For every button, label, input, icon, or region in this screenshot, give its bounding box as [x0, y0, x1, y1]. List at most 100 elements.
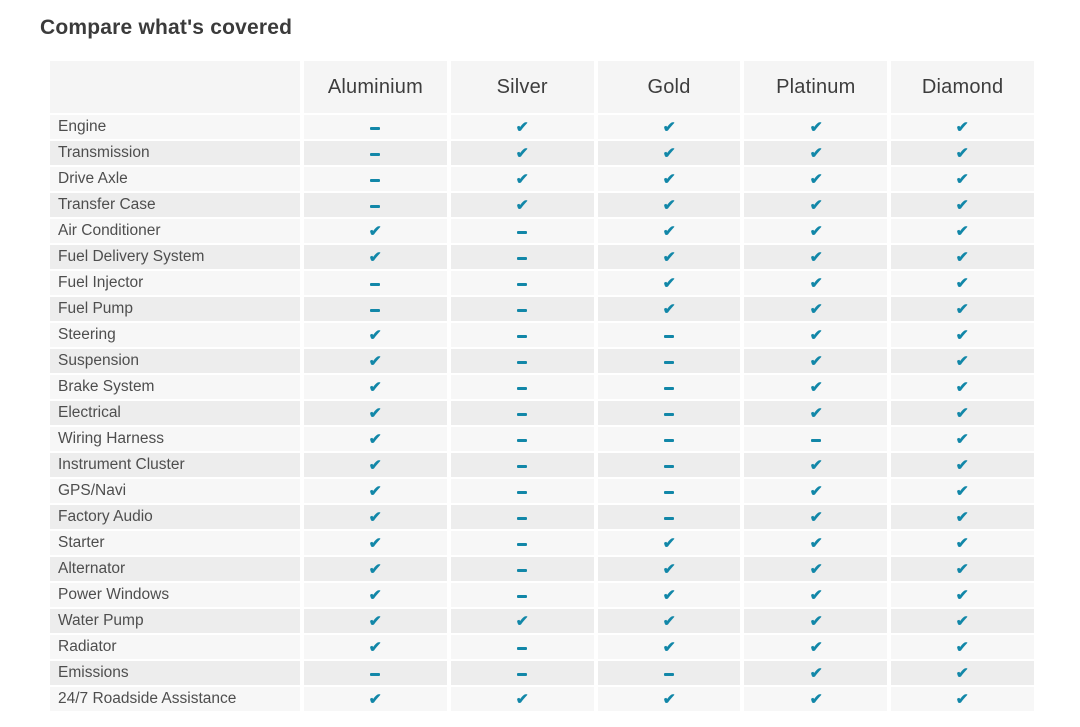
dash-icon — [663, 517, 674, 520]
check-icon: ✔ — [955, 300, 970, 318]
coverage-cell — [597, 349, 741, 373]
check-icon: ✔ — [955, 560, 970, 578]
coverage-cell — [304, 661, 447, 685]
dash-icon — [517, 439, 528, 442]
coverage-cell: ✔ — [891, 687, 1034, 711]
coverage-cell: ✔ — [891, 323, 1034, 347]
coverage-cell: ✔ — [304, 453, 447, 477]
dash-icon — [517, 491, 528, 494]
check-icon: ✔ — [515, 690, 529, 708]
check-icon: ✔ — [809, 378, 823, 396]
check-icon: ✔ — [955, 118, 970, 136]
coverage-cell — [450, 531, 594, 555]
check-icon: ✔ — [662, 560, 676, 578]
check-icon: ✔ — [955, 170, 970, 188]
check-icon: ✔ — [809, 118, 823, 136]
coverage-cell: ✔ — [304, 609, 447, 633]
table-row: Factory Audio ✔ ✔ ✔ — [50, 505, 1034, 529]
coverage-cell: ✔ — [597, 219, 741, 243]
coverage-comparison-table: Aluminium Silver Gold Platinum Diamond E… — [50, 61, 1034, 711]
row-label: Alternator — [50, 557, 300, 581]
coverage-cell: ✔ — [597, 245, 741, 269]
coverage-cell — [450, 557, 594, 581]
coverage-cell — [597, 453, 741, 477]
check-icon: ✔ — [809, 534, 823, 552]
coverage-cell — [450, 427, 594, 451]
coverage-cell: ✔ — [744, 401, 888, 425]
coverage-cell: ✔ — [744, 115, 888, 139]
coverage-cell — [597, 479, 741, 503]
coverage-cell: ✔ — [450, 115, 594, 139]
check-icon: ✔ — [662, 690, 676, 708]
coverage-cell: ✔ — [744, 271, 888, 295]
check-icon: ✔ — [809, 482, 823, 500]
coverage-cell — [597, 375, 741, 399]
coverage-cell: ✔ — [304, 635, 447, 659]
coverage-cell — [450, 245, 594, 269]
check-icon: ✔ — [662, 196, 676, 214]
check-icon: ✔ — [955, 378, 970, 396]
coverage-cell: ✔ — [891, 583, 1034, 607]
coverage-cell — [450, 297, 594, 321]
row-label: Wiring Harness — [50, 427, 300, 451]
check-icon: ✔ — [368, 326, 383, 344]
coverage-cell: ✔ — [744, 583, 888, 607]
dash-icon — [810, 439, 821, 442]
check-icon: ✔ — [662, 118, 676, 136]
check-icon: ✔ — [955, 638, 970, 656]
coverage-cell: ✔ — [304, 583, 447, 607]
table-row: GPS/Navi ✔ ✔ ✔ — [50, 479, 1034, 503]
coverage-cell: ✔ — [744, 245, 888, 269]
check-icon: ✔ — [662, 222, 676, 240]
table-row: Instrument Cluster ✔ ✔ ✔ — [50, 453, 1034, 477]
page-title: Compare what's covered — [40, 16, 293, 39]
coverage-cell — [744, 427, 888, 451]
check-icon: ✔ — [368, 456, 383, 474]
table-row: Engine ✔ ✔ ✔ ✔ — [50, 115, 1034, 139]
check-icon: ✔ — [515, 144, 529, 162]
coverage-cell: ✔ — [597, 297, 741, 321]
check-icon: ✔ — [368, 430, 383, 448]
check-icon: ✔ — [662, 300, 676, 318]
row-label: Radiator — [50, 635, 300, 659]
check-icon: ✔ — [809, 586, 823, 604]
check-icon: ✔ — [809, 352, 823, 370]
check-icon: ✔ — [368, 404, 383, 422]
dash-icon — [517, 595, 528, 598]
coverage-cell: ✔ — [744, 661, 888, 685]
table-row: Fuel Pump ✔ ✔ ✔ — [50, 297, 1034, 321]
check-icon: ✔ — [368, 482, 383, 500]
row-label: Fuel Delivery System — [50, 245, 300, 269]
table-row: Suspension ✔ ✔ ✔ — [50, 349, 1034, 373]
dash-icon — [517, 231, 528, 234]
coverage-cell: ✔ — [891, 167, 1034, 191]
table-row: Electrical ✔ ✔ ✔ — [50, 401, 1034, 425]
coverage-cell: ✔ — [597, 115, 741, 139]
check-icon: ✔ — [809, 612, 823, 630]
coverage-cell: ✔ — [891, 505, 1034, 529]
coverage-cell: ✔ — [304, 401, 447, 425]
dash-icon — [663, 465, 674, 468]
check-icon: ✔ — [955, 274, 970, 292]
check-icon: ✔ — [662, 248, 676, 266]
coverage-cell: ✔ — [744, 687, 888, 711]
coverage-cell: ✔ — [450, 167, 594, 191]
coverage-cell: ✔ — [304, 349, 447, 373]
coverage-cell: ✔ — [891, 479, 1034, 503]
dash-icon — [663, 491, 674, 494]
check-icon: ✔ — [368, 352, 383, 370]
table-row: Emissions ✔ ✔ — [50, 661, 1034, 685]
row-label: Instrument Cluster — [50, 453, 300, 477]
dash-icon — [663, 335, 674, 338]
row-label: Fuel Injector — [50, 271, 300, 295]
coverage-cell: ✔ — [744, 141, 888, 165]
coverage-cell: ✔ — [744, 375, 888, 399]
coverage-cell: ✔ — [304, 427, 447, 451]
coverage-cell: ✔ — [891, 453, 1034, 477]
dash-icon — [517, 309, 528, 312]
coverage-cell: ✔ — [744, 505, 888, 529]
check-icon: ✔ — [809, 170, 823, 188]
table-row: Alternator ✔ ✔ ✔ ✔ — [50, 557, 1034, 581]
coverage-cell: ✔ — [597, 271, 741, 295]
coverage-cell: ✔ — [891, 349, 1034, 373]
